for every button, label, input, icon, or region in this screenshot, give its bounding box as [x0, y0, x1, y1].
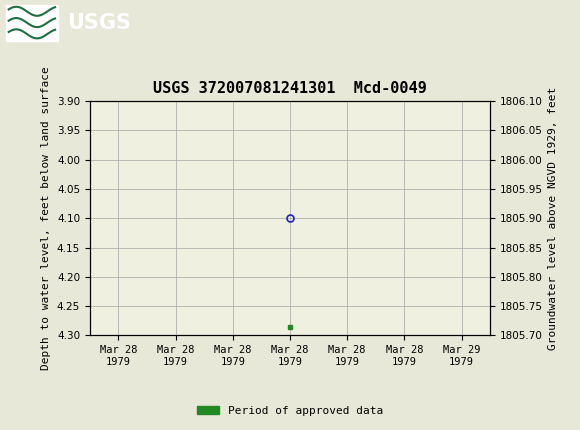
FancyBboxPatch shape [6, 4, 58, 41]
Text: USGS: USGS [67, 12, 130, 33]
Y-axis label: Depth to water level, feet below land surface: Depth to water level, feet below land su… [41, 66, 52, 370]
Y-axis label: Groundwater level above NGVD 1929, feet: Groundwater level above NGVD 1929, feet [548, 86, 559, 350]
Title: USGS 372007081241301  Mcd-0049: USGS 372007081241301 Mcd-0049 [153, 81, 427, 96]
Legend: Period of approved data: Period of approved data [193, 401, 387, 420]
